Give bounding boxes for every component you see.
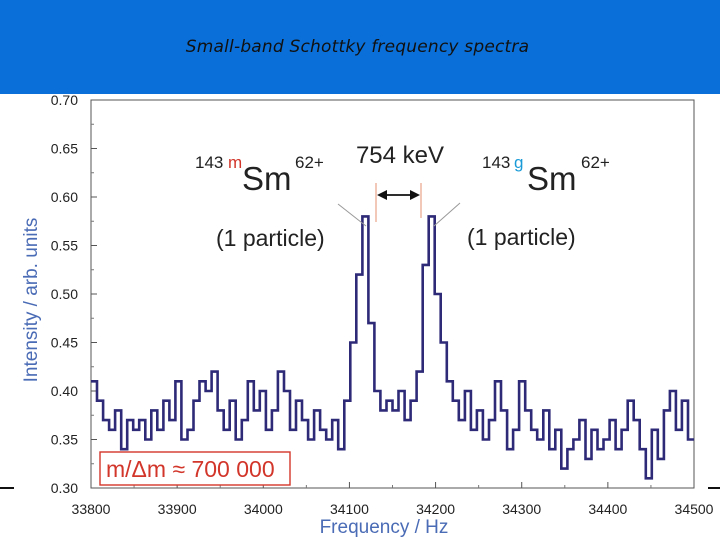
right-peak-annotation: 143 g Sm 62+ (1 particle)	[433, 153, 610, 250]
y-tick-label: 0.45	[51, 335, 78, 351]
x-tick-label: 34300	[502, 501, 541, 517]
resolution-label: m/Δm ≈ 700 000	[106, 456, 275, 482]
energy-arrow-right-head	[410, 190, 420, 200]
resolution-box: m/Δm ≈ 700 000	[99, 451, 291, 486]
left-pointer-line	[337, 203, 367, 227]
spectrum-line	[91, 215, 694, 480]
x-tick-label: 33800	[72, 501, 111, 517]
left-element-symbol: Sm	[242, 160, 292, 197]
energy-annotation: 754 keV	[356, 142, 444, 222]
right-element-symbol: Sm	[527, 160, 577, 197]
slide-title: Small-band Schottky frequency spectra	[185, 37, 530, 57]
left-charge: 62+	[295, 153, 324, 172]
left-peak-annotation: 143 m Sm 62+ (1 particle)	[195, 153, 367, 251]
series-group	[91, 215, 694, 480]
x-tick-label: 34500	[675, 501, 714, 517]
x-tick-label: 33900	[158, 501, 197, 517]
resolution-box-frame	[99, 451, 291, 486]
y-tick-label: 0.55	[51, 238, 78, 254]
right-pointer-line	[433, 202, 461, 227]
title-banner: Small-band Schottky frequency spectra	[0, 0, 720, 94]
x-axis-label: Frequency / Hz	[320, 517, 449, 538]
right-charge: 62+	[581, 153, 610, 172]
energy-arrow-left-head	[377, 190, 387, 200]
y-tick-label: 0.65	[51, 141, 78, 157]
right-mass-number: 143	[482, 153, 510, 172]
y-tick-label: 0.30	[51, 480, 78, 496]
right-state-letter: g	[514, 153, 523, 172]
right-particle-count: (1 particle)	[467, 224, 576, 250]
x-tick-label: 34000	[244, 501, 283, 517]
y-axis: 0.30 0.35 0.40 0.45 0.50 0.55 0.60 0.65 0.70	[51, 92, 97, 496]
y-tick-label: 0.50	[51, 286, 78, 302]
y-tick-label: 0.70	[51, 92, 78, 108]
x-tick-label: 34400	[588, 501, 627, 517]
x-axis: 33800 33900 34000 34100 34200 34300 34400 34500	[72, 482, 714, 517]
left-state-letter: m	[228, 153, 242, 172]
left-mass-number: 143	[195, 153, 223, 172]
left-particle-count: (1 particle)	[216, 225, 325, 251]
y-axis-label: Intensity / arb. units	[21, 218, 42, 383]
x-tick-label: 34200	[416, 501, 455, 517]
x-tick-label: 34100	[330, 501, 369, 517]
y-tick-label: 0.60	[51, 189, 78, 205]
energy-difference-label: 754 keV	[356, 142, 444, 169]
y-tick-label: 0.35	[51, 432, 78, 448]
y-tick-label: 0.40	[51, 383, 78, 399]
